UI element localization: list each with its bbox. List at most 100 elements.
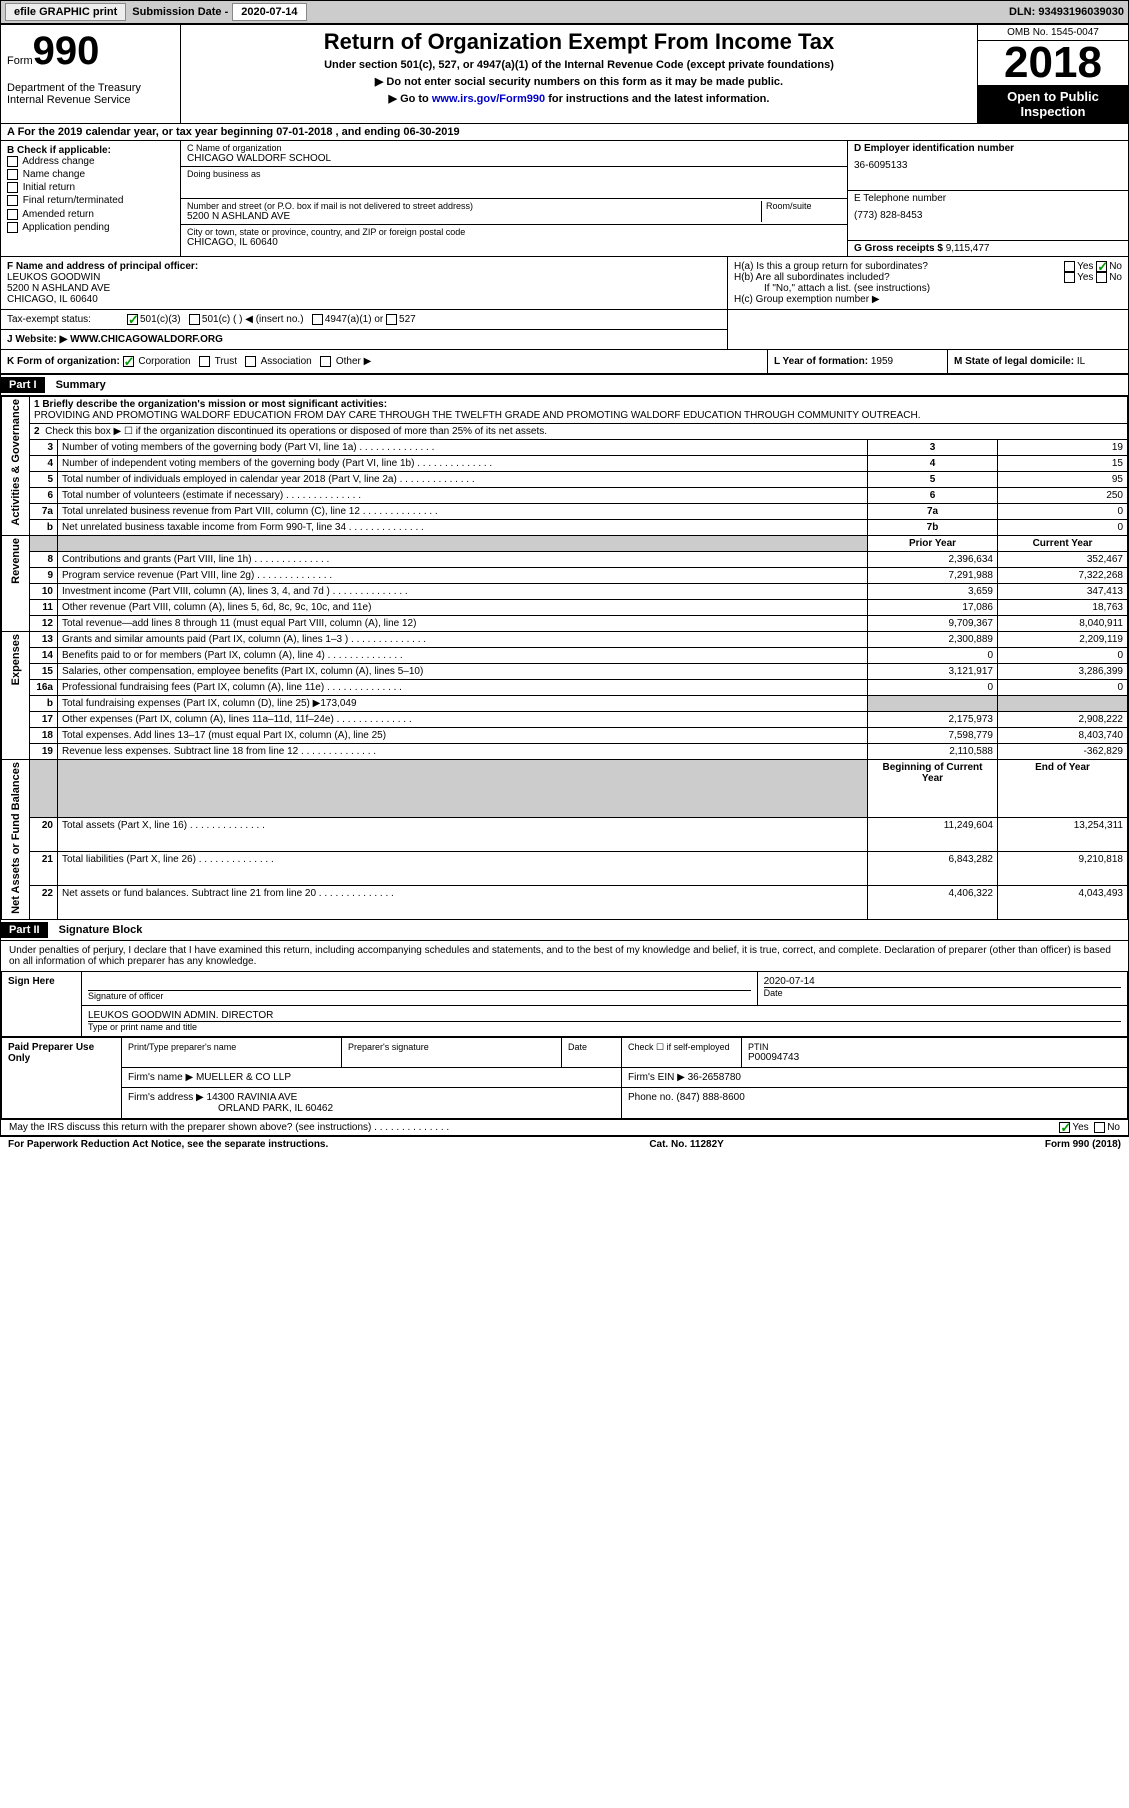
firm-name-label: Firm's name ▶ <box>128 1072 193 1083</box>
sig-date-value: 2020-07-14 <box>764 976 1121 987</box>
k-label: K Form of organization: <box>7 356 120 367</box>
officer-addr1: 5200 N ASHLAND AVE <box>7 283 721 294</box>
summary-table: Activities & Governance 1 Briefly descri… <box>1 396 1128 920</box>
m-label: M State of legal domicile: <box>954 356 1074 367</box>
officer-label: F Name and address of principal officer: <box>7 261 721 272</box>
declaration-text: Under penalties of perjury, I declare th… <box>1 941 1128 971</box>
prep-date-label: Date <box>568 1042 615 1052</box>
efile-button[interactable]: efile GRAPHIC print <box>5 3 126 21</box>
hc-label: H(c) Group exemption number ▶ <box>734 294 1122 305</box>
hb-note: If "No," attach a list. (see instruction… <box>734 283 1122 294</box>
discuss-yes-checkbox[interactable] <box>1059 1122 1070 1133</box>
section-f-h: F Name and address of principal officer:… <box>1 257 1128 310</box>
application-pending-checkbox[interactable] <box>7 222 18 233</box>
tax-year: 2018 <box>978 41 1128 85</box>
4947-checkbox[interactable] <box>312 314 323 325</box>
501c3-checkbox[interactable] <box>127 314 138 325</box>
discuss-no-checkbox[interactable] <box>1094 1122 1105 1133</box>
phone: (773) 828-8453 <box>854 210 1122 221</box>
firm-phone: (847) 888-8600 <box>676 1092 744 1103</box>
ptin-label: PTIN <box>748 1042 1121 1052</box>
firm-ein: 36-2658780 <box>688 1072 741 1083</box>
org-name-label: C Name of organization <box>187 143 841 153</box>
street-address: 5200 N ASHLAND AVE <box>187 211 761 222</box>
tax-status-label: Tax-exempt status: <box>7 314 127 325</box>
part1-header: Part I Summary <box>1 375 1128 396</box>
irs-link[interactable]: www.irs.gov/Form990 <box>432 93 545 105</box>
527-checkbox[interactable] <box>386 314 397 325</box>
ein: 36-6095133 <box>854 160 1122 171</box>
prep-sig-label: Preparer's signature <box>348 1042 555 1052</box>
form-number: 990 <box>33 29 100 73</box>
officer-name: LEUKOS GOODWIN <box>7 272 721 283</box>
ptin-value: P00094743 <box>748 1052 1121 1063</box>
part2-header: Part II Signature Block <box>1 920 1128 941</box>
q1-label: 1 Briefly describe the organization's mi… <box>34 399 1123 410</box>
city-state-zip: CHICAGO, IL 60640 <box>187 237 841 248</box>
year-formation: 1959 <box>871 356 893 367</box>
department: Department of the Treasury Internal Reve… <box>7 82 174 106</box>
ein-label: D Employer identification number <box>854 143 1122 154</box>
gross-receipts: 9,115,477 <box>946 243 990 254</box>
website-url: WWW.CHICAGOWALDORF.ORG <box>70 334 223 345</box>
name-change-checkbox[interactable] <box>7 169 18 180</box>
expenses-label: Expenses <box>10 634 22 685</box>
firm-addr-label: Firm's address ▶ <box>128 1092 204 1103</box>
501c-checkbox[interactable] <box>189 314 200 325</box>
topbar: efile GRAPHIC print Submission Date - 20… <box>0 0 1129 24</box>
paid-preparer-label: Paid Preparer Use Only <box>2 1038 122 1119</box>
room-label: Room/suite <box>766 201 841 211</box>
submission-label: Submission Date - <box>132 6 228 18</box>
tax-status-row: Tax-exempt status: 501(c)(3) 501(c) ( ) … <box>1 310 727 330</box>
prep-name-label: Print/Type preparer's name <box>128 1042 335 1052</box>
ha-yes-checkbox[interactable] <box>1064 261 1075 272</box>
signature-table: Sign Here Signature of officer 2020-07-1… <box>1 971 1128 1037</box>
preparer-table: Paid Preparer Use Only Print/Type prepar… <box>1 1037 1128 1119</box>
initial-return-checkbox[interactable] <box>7 182 18 193</box>
public-inspection: Open to Public Inspection <box>978 85 1128 123</box>
addr-label: Number and street (or P.O. box if mail i… <box>187 201 761 211</box>
sig-date-label: Date <box>764 987 1121 998</box>
firm-name: MUELLER & CO LLP <box>196 1072 291 1083</box>
hb-no-checkbox[interactable] <box>1096 272 1107 283</box>
netassets-label: Net Assets or Fund Balances <box>10 762 22 914</box>
firm-ein-label: Firm's EIN ▶ <box>628 1072 685 1083</box>
section-b-to-g: B Check if applicable: Address change Na… <box>1 141 1128 257</box>
amended-return-checkbox[interactable] <box>7 209 18 220</box>
website-row: J Website: ▶ WWW.CHICAGOWALDORF.ORG <box>1 330 727 349</box>
k-row: K Form of organization: Corporation Trus… <box>1 350 1128 375</box>
col-b-title: B Check if applicable: <box>7 145 174 156</box>
l-label: L Year of formation: <box>774 356 868 367</box>
address-change-checkbox[interactable] <box>7 156 18 167</box>
final-return-checkbox[interactable] <box>7 195 18 206</box>
q2-text: Check this box ▶ ☐ if the organization d… <box>45 426 547 437</box>
discuss-question: May the IRS discuss this return with the… <box>9 1122 449 1133</box>
part2-title: Signature Block <box>59 924 143 936</box>
form-header: Form990 Department of the Treasury Inter… <box>1 25 1128 124</box>
dba-label: Doing business as <box>187 169 841 179</box>
other-checkbox[interactable] <box>320 356 331 367</box>
form-label: Form <box>7 55 33 67</box>
part1-title: Summary <box>56 379 106 391</box>
officer-addr2: CHICAGO, IL 60640 <box>7 294 721 305</box>
gross-label: G Gross receipts $ <box>854 243 943 254</box>
name-title-label: Type or print name and title <box>88 1021 1121 1032</box>
sig-officer-label: Signature of officer <box>88 990 751 1001</box>
self-employed-label: Check ☐ if self-employed <box>628 1042 735 1053</box>
part1-label: Part I <box>1 377 45 393</box>
dln: DLN: 93493196039030 <box>1009 6 1124 18</box>
ssn-warning: ▶ Do not enter social security numbers o… <box>189 75 969 88</box>
mission-text: PROVIDING AND PROMOTING WALDORF EDUCATIO… <box>34 410 1123 421</box>
trust-checkbox[interactable] <box>199 356 210 367</box>
firm-phone-label: Phone no. <box>628 1092 674 1103</box>
officer-typed-name: LEUKOS GOODWIN ADMIN. DIRECTOR <box>88 1010 1121 1021</box>
association-checkbox[interactable] <box>245 356 256 367</box>
hb-yes-checkbox[interactable] <box>1064 272 1075 283</box>
corporation-checkbox[interactable] <box>123 356 134 367</box>
revenue-label: Revenue <box>10 538 22 584</box>
sign-here-label: Sign Here <box>2 972 82 1037</box>
domicile-state: IL <box>1077 356 1085 367</box>
ha-no-checkbox[interactable] <box>1096 261 1107 272</box>
paperwork-notice: For Paperwork Reduction Act Notice, see … <box>8 1139 328 1150</box>
cat-number: Cat. No. 11282Y <box>649 1139 723 1150</box>
